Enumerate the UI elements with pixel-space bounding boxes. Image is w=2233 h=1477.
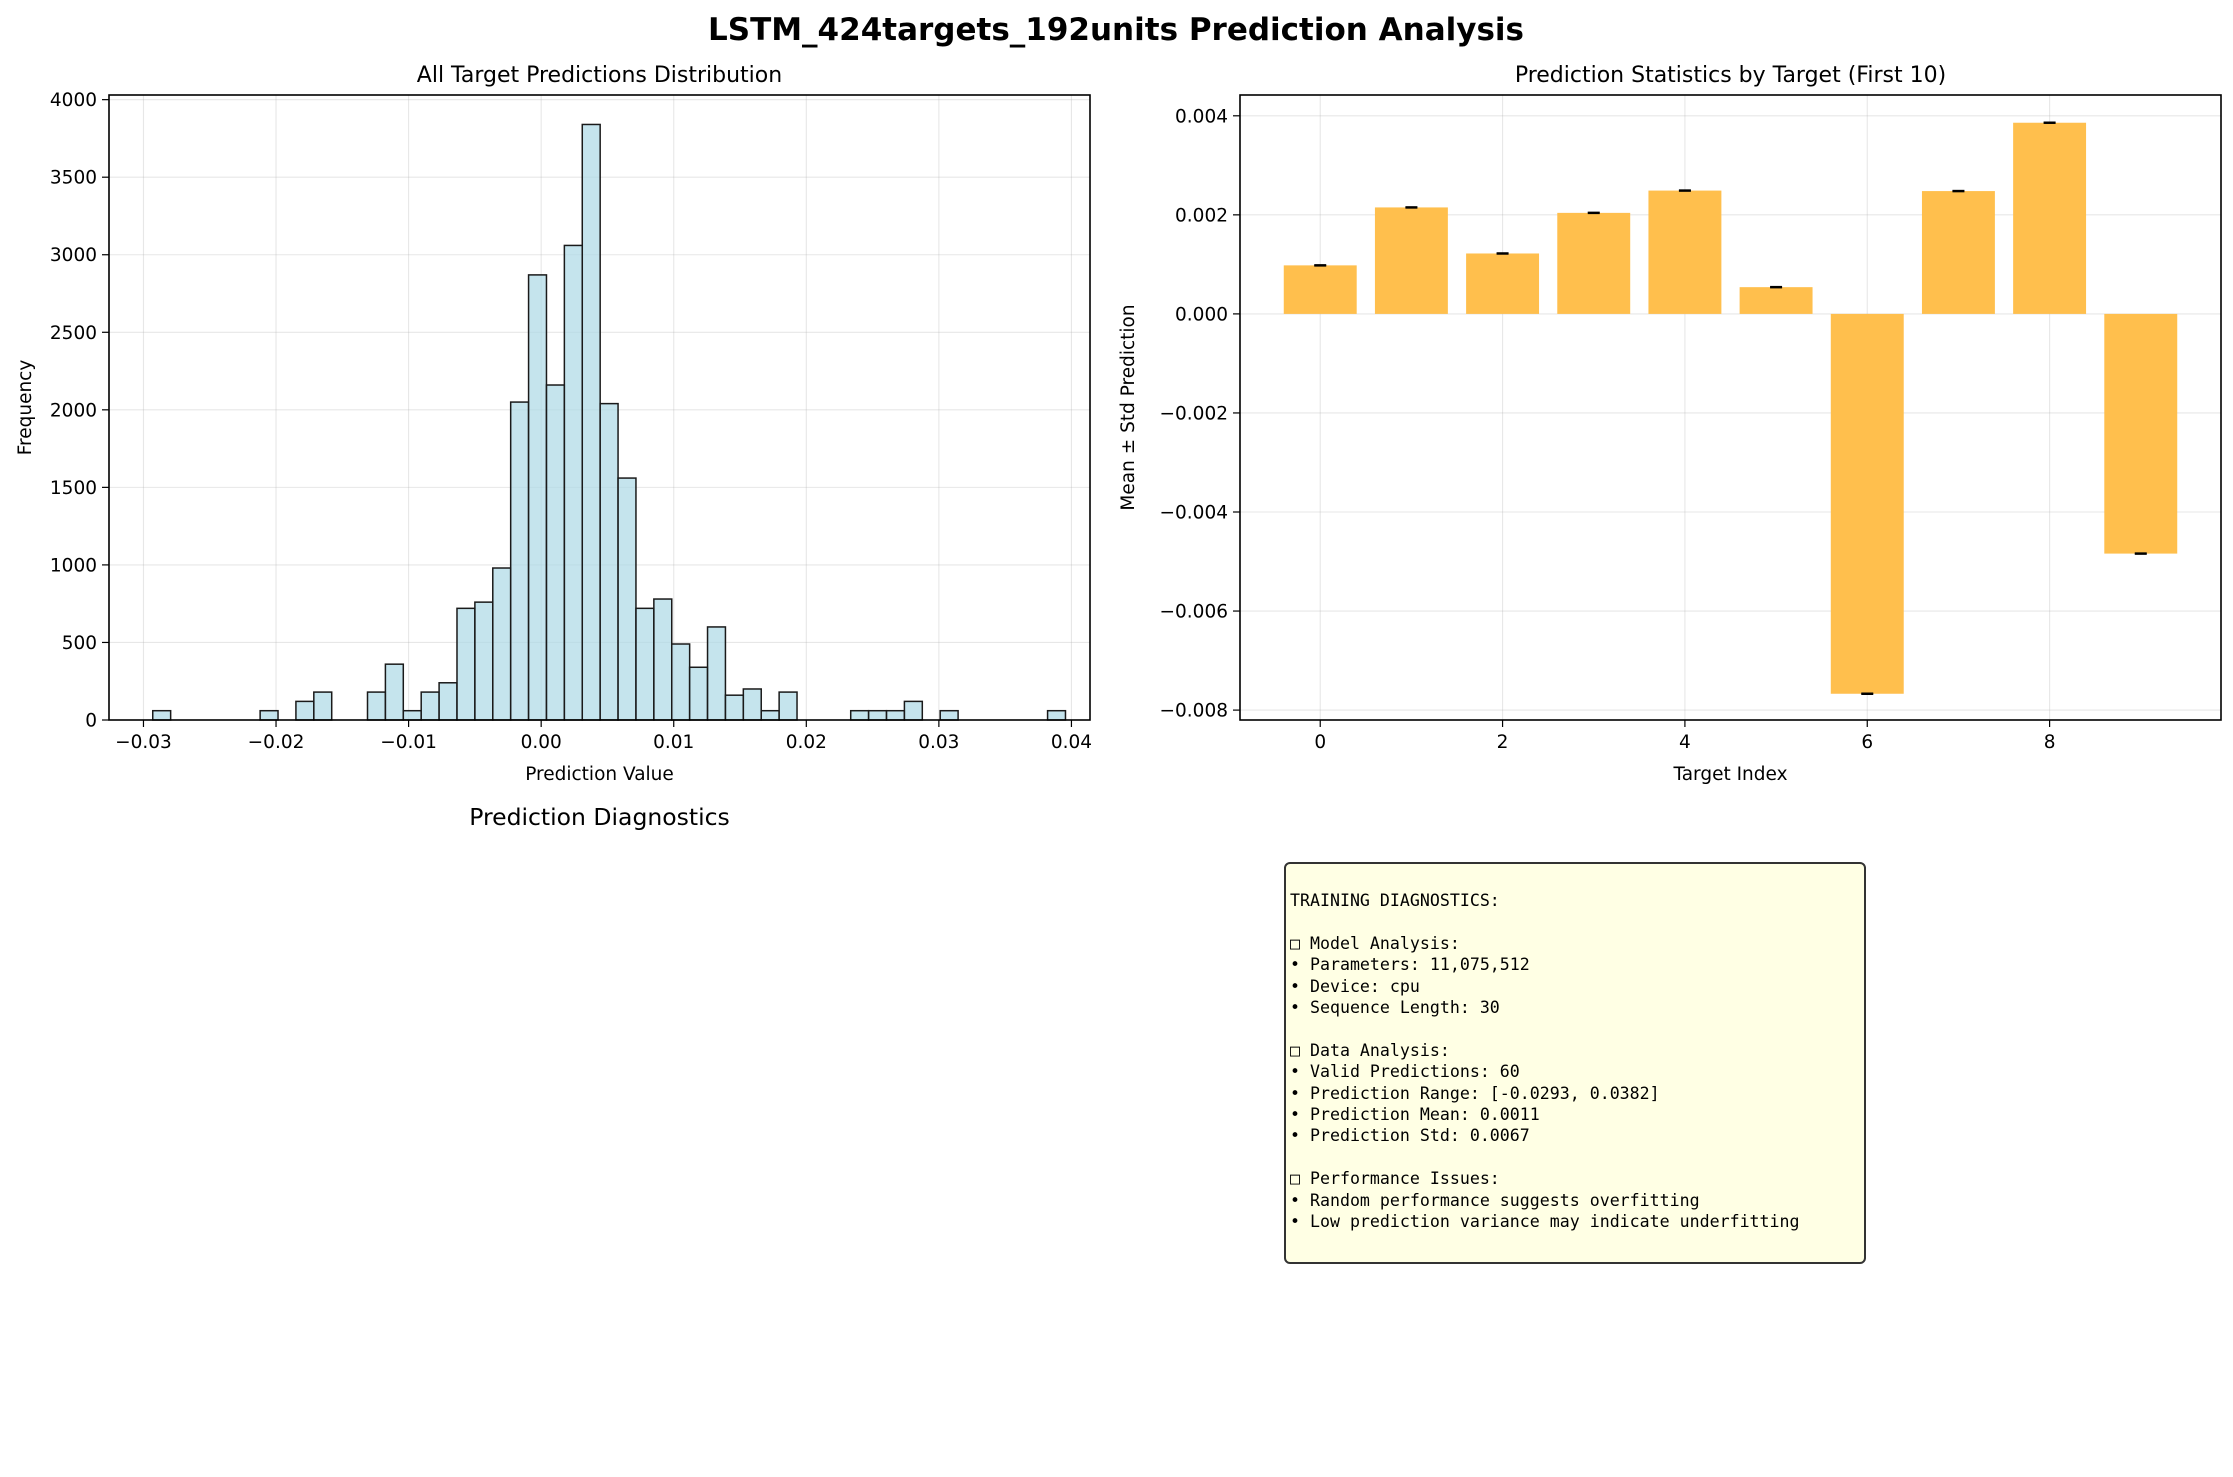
training-diagnostics-text: TRAINING DIAGNOSTICS: □ Model Analysis: … bbox=[1290, 891, 1800, 1232]
histogram-bar bbox=[492, 567, 512, 721]
histogram-bar bbox=[670, 643, 691, 721]
histogram-bar bbox=[581, 123, 601, 721]
histogram-axes: −0.03 −0.02 −0.01 0.00 0.01 0.02 0.03 0.04 0 500… bbox=[15, 63, 1092, 785]
histogram-y-tick-label: 3500 bbox=[50, 168, 97, 189]
histogram-bar bbox=[778, 691, 798, 721]
histogram-bar bbox=[366, 691, 387, 721]
bar-chart-y-tick-label: 0.000 bbox=[1175, 304, 1228, 325]
diagnostics-subplot-title: Prediction Diagnostics bbox=[469, 803, 730, 831]
histogram-x-tick-label: 0.04 bbox=[1051, 732, 1092, 753]
histogram-bar bbox=[903, 700, 924, 721]
histogram-bar bbox=[509, 401, 530, 721]
histogram-bar bbox=[849, 709, 870, 721]
bar-chart-title: Prediction Statistics by Target (First 1… bbox=[1515, 63, 1946, 88]
histogram-y-tick-label: 2500 bbox=[50, 323, 97, 344]
bar-chart-y-tick-label: −0.006 bbox=[1160, 602, 1228, 623]
histogram-y-tick-label: 0 bbox=[85, 711, 97, 732]
figure-suptitle: LSTM_424targets_192units Prediction Anal… bbox=[708, 12, 1524, 48]
bar-chart-bar bbox=[1557, 212, 1631, 314]
histogram-bar bbox=[885, 709, 906, 721]
histogram-y-tick-label: 1000 bbox=[50, 555, 97, 576]
histogram-y-tick-label: 2000 bbox=[50, 400, 97, 421]
bar-chart-y-ticks: −0.008 −0.006 −0.004 −0.002 0.000 0.002 0.004 bbox=[1160, 106, 1240, 722]
histogram-bar bbox=[151, 709, 172, 721]
bar-chart-bar bbox=[1921, 191, 1995, 314]
histogram-bar bbox=[599, 402, 619, 721]
histogram-bar bbox=[760, 709, 780, 721]
bar-chart-x-tick-label: 6 bbox=[1861, 732, 1873, 753]
histogram-bar bbox=[563, 244, 584, 721]
bar-chart-x-label: Target Index bbox=[1672, 764, 1787, 785]
bar-chart-y-tick-label: −0.008 bbox=[1160, 701, 1228, 722]
histogram-bars bbox=[151, 123, 1067, 721]
bar-chart-y-tick-label: 0.002 bbox=[1175, 205, 1228, 226]
histogram-bar bbox=[456, 607, 476, 721]
histogram-y-ticks: 0 500 1000 1500 2000 2500 3000 3500 4000 bbox=[50, 90, 109, 732]
histogram-x-tick-label: 0.01 bbox=[653, 732, 694, 753]
histogram-bar bbox=[527, 274, 548, 721]
bar-chart-error-bars bbox=[1314, 121, 2147, 695]
histogram-bar bbox=[939, 709, 959, 721]
bar-chart-bars bbox=[1283, 122, 2178, 694]
histogram-y-tick-label: 500 bbox=[62, 633, 97, 654]
histogram-y-label: Frequency bbox=[15, 360, 36, 456]
bar-chart-bar bbox=[1830, 313, 1904, 694]
histogram-bar bbox=[384, 663, 405, 721]
histogram-bar bbox=[706, 626, 727, 721]
bar-chart-bar bbox=[1466, 253, 1540, 314]
histogram-bar bbox=[295, 700, 315, 721]
training-diagnostics-box: TRAINING DIAGNOSTICS: □ Model Analysis: … bbox=[1284, 862, 1866, 1264]
histogram-x-label: Prediction Value bbox=[525, 764, 674, 785]
histogram-bar bbox=[742, 688, 762, 721]
histogram-bar bbox=[1046, 709, 1067, 721]
histogram-x-ticks: −0.03 −0.02 −0.01 0.00 0.01 0.02 0.03 0.04 bbox=[115, 720, 1092, 753]
histogram-x-tick-label: 0.03 bbox=[918, 732, 959, 753]
bar-chart-y-tick-label: −0.002 bbox=[1160, 403, 1228, 424]
bar-chart-bar bbox=[2013, 122, 2087, 314]
bar-chart-bar bbox=[1739, 287, 1813, 314]
histogram-bar bbox=[617, 477, 637, 721]
bar-chart-x-tick-label: 0 bbox=[1314, 732, 1326, 753]
bar-chart-y-label: Mean ± Std Prediction bbox=[1118, 304, 1139, 510]
histogram-bar bbox=[688, 666, 709, 721]
bar-chart-bar bbox=[1374, 207, 1448, 314]
bar-chart-bar bbox=[1283, 265, 1357, 314]
bar-chart-x-tick-label: 2 bbox=[1497, 732, 1509, 753]
histogram-bar bbox=[313, 691, 333, 721]
histogram-x-tick-label: 0.00 bbox=[521, 732, 562, 753]
bar-chart-axes: 0 2 4 6 8 −0.008 −0.006 −0.004 −0.002 0.000 0.002… bbox=[1118, 63, 2222, 785]
histogram-bar bbox=[420, 691, 440, 721]
histogram-bar bbox=[259, 709, 279, 721]
bar-chart-bar bbox=[2104, 313, 2178, 554]
bar-chart-x-tick-label: 4 bbox=[1679, 732, 1691, 753]
histogram-x-tick-label: −0.03 bbox=[115, 732, 172, 753]
histogram-title: All Target Predictions Distribution bbox=[417, 63, 782, 88]
histogram-bar bbox=[438, 682, 458, 721]
bar-chart-x-ticks: 0 2 4 6 8 bbox=[1314, 720, 2055, 753]
bar-chart-frame bbox=[1239, 94, 2222, 721]
histogram-y-tick-label: 4000 bbox=[50, 90, 97, 111]
histogram-bar bbox=[474, 601, 494, 721]
bar-chart-y-tick-label: 0.004 bbox=[1175, 106, 1228, 127]
histogram-bar bbox=[867, 709, 888, 721]
histogram-bar bbox=[635, 607, 655, 721]
histogram-y-tick-label: 3000 bbox=[50, 245, 97, 266]
histogram-bar bbox=[724, 694, 745, 721]
histogram-x-tick-label: −0.01 bbox=[380, 732, 437, 753]
bar-chart-y-tick-label: −0.004 bbox=[1160, 502, 1228, 523]
histogram-x-tick-label: 0.02 bbox=[786, 732, 827, 753]
histogram-bar bbox=[402, 709, 422, 721]
histogram-frame bbox=[108, 94, 1091, 721]
bar-chart-x-tick-label: 8 bbox=[2044, 732, 2056, 753]
histogram-bar bbox=[653, 598, 673, 721]
bar-chart-bar bbox=[1648, 190, 1722, 314]
histogram-y-tick-label: 1500 bbox=[50, 478, 97, 499]
histogram-x-tick-label: −0.02 bbox=[248, 732, 305, 753]
histogram-bar bbox=[545, 384, 566, 721]
